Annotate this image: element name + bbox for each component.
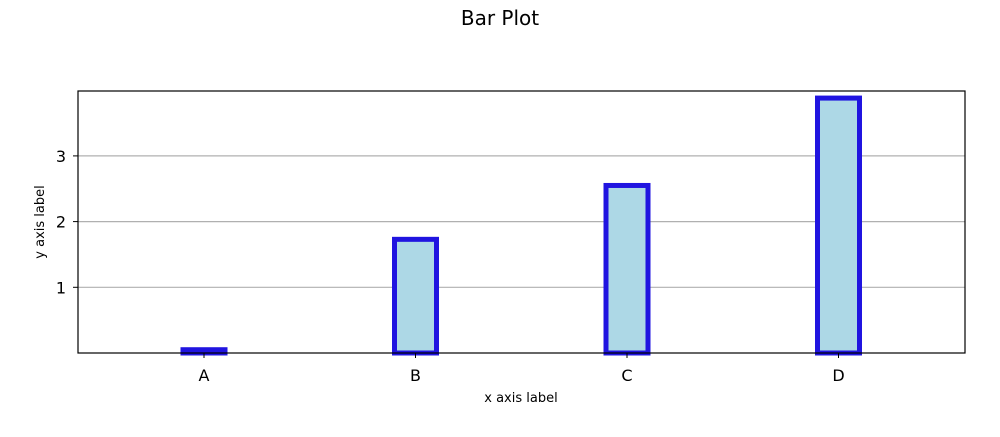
y-tick-label-3: 3	[56, 147, 66, 166]
bar-d	[815, 95, 862, 356]
x-tick-label-a: A	[199, 366, 210, 385]
bars	[180, 95, 862, 356]
y-tick-label-2: 2	[56, 213, 66, 232]
bar-c	[603, 182, 651, 356]
x-axis-label: x axis label	[484, 391, 557, 406]
bar-b	[392, 236, 439, 356]
y-axis-ticks: 1 2 3	[56, 147, 78, 297]
x-axis-ticks: A B C D	[199, 353, 845, 385]
chart-title: Bar Plot	[461, 6, 539, 30]
x-tick-label-c: C	[621, 366, 632, 385]
x-tick-label-b: B	[410, 366, 421, 385]
y-tick-label-1: 1	[56, 278, 66, 297]
y-axis-label: y axis label	[33, 185, 48, 258]
x-tick-label-d: D	[832, 366, 844, 385]
